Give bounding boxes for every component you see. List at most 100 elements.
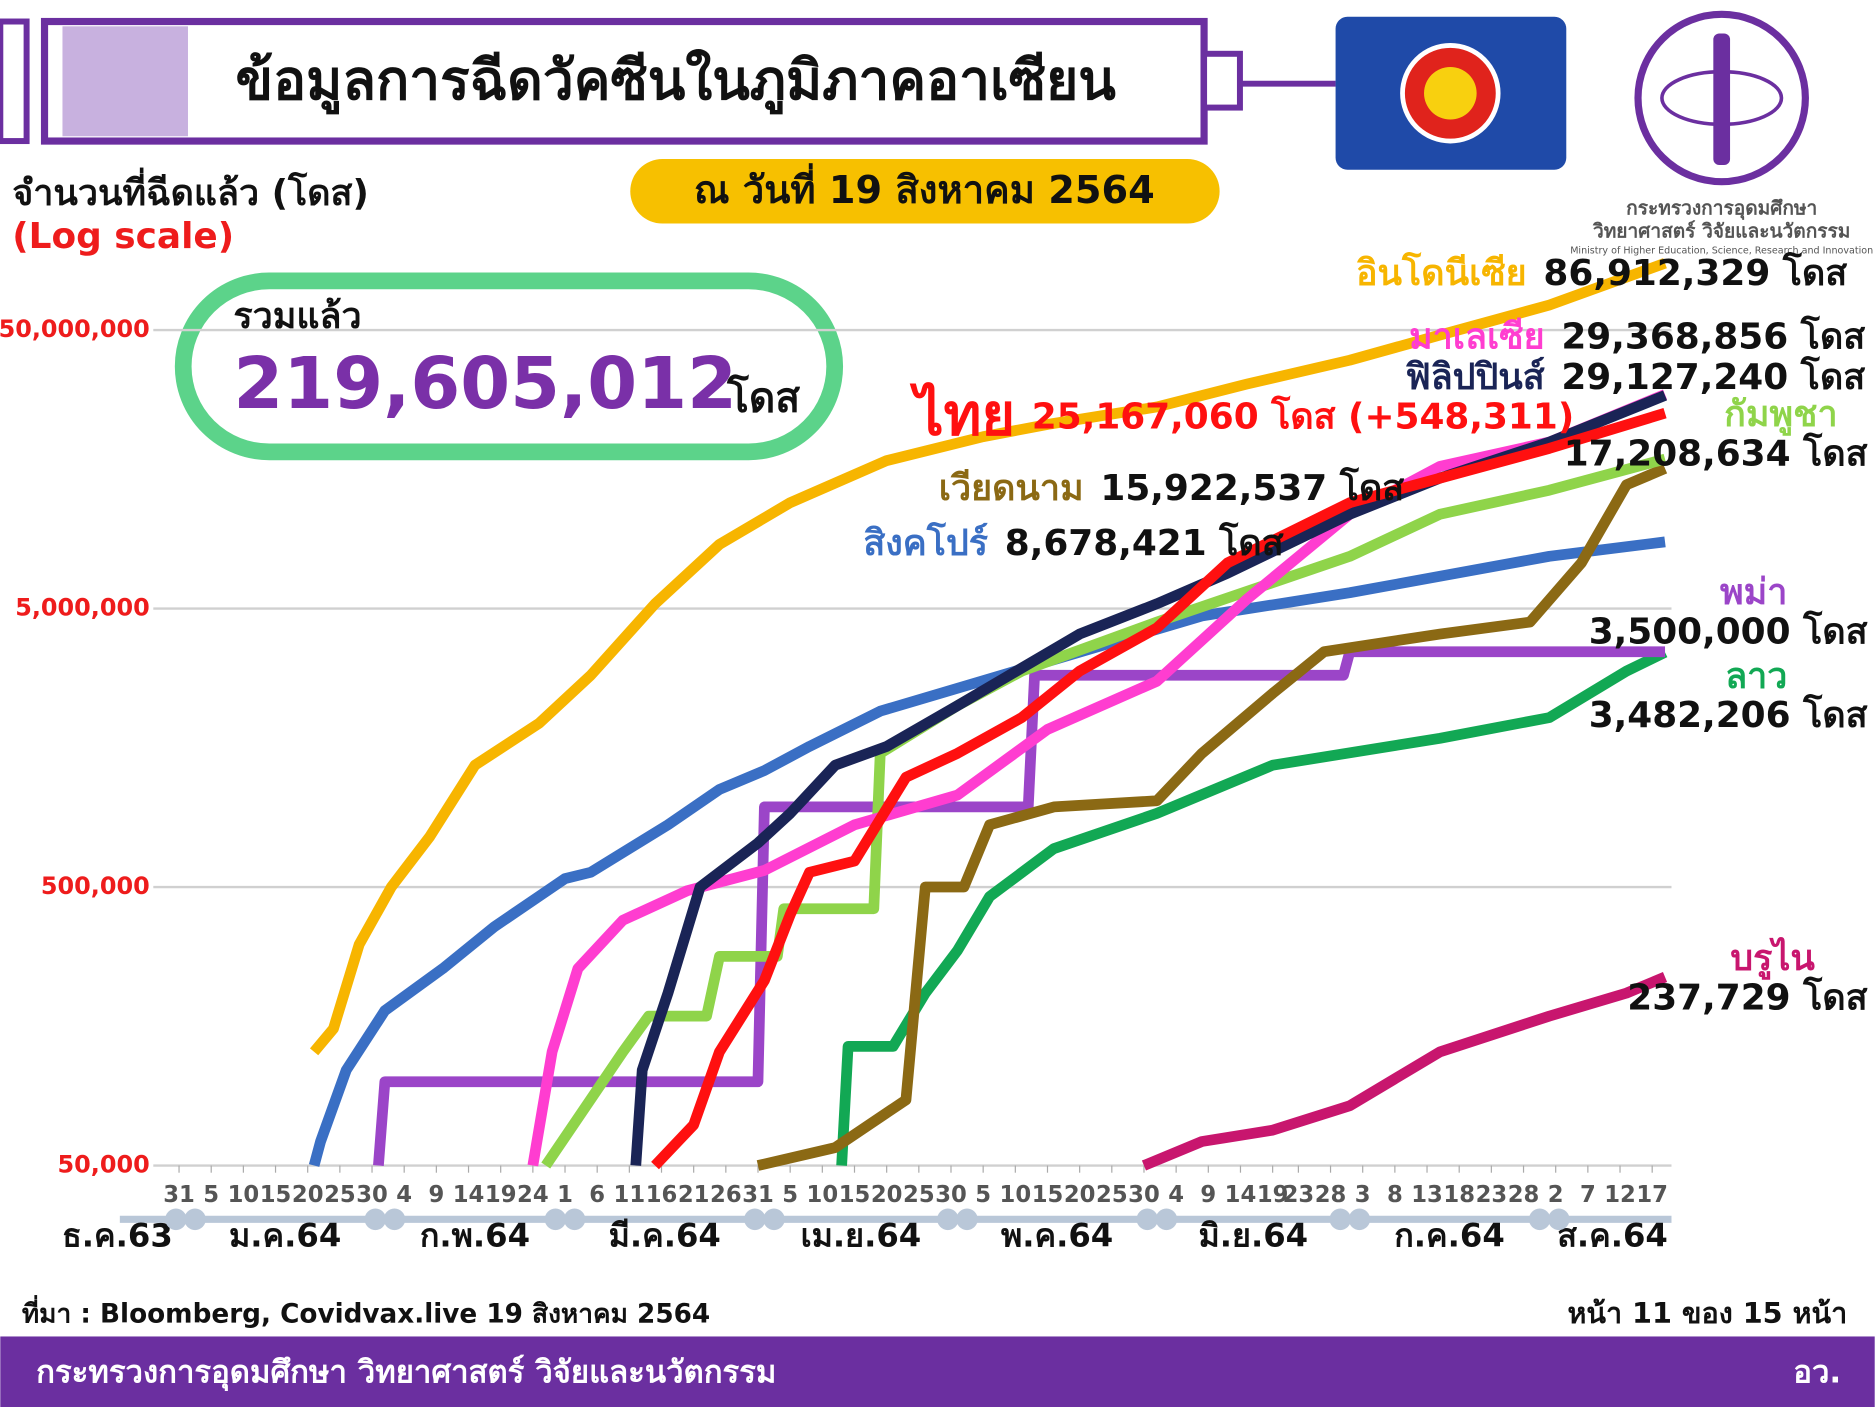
x-tick-label: 25 xyxy=(903,1182,935,1208)
x-tick-label: 26 xyxy=(710,1182,742,1208)
flag-rice xyxy=(1424,66,1477,120)
series-line xyxy=(651,407,1667,1170)
x-tick-label: 31 xyxy=(163,1182,195,1208)
month-separator xyxy=(1136,1208,1159,1231)
syringe-liquid xyxy=(62,26,188,137)
x-tick-label: 15 xyxy=(839,1182,871,1208)
series-line xyxy=(756,463,1668,1171)
source: ที่มา : Bloomberg, Covidvax.live 19 สิงห… xyxy=(22,1294,710,1329)
title: ข้อมูลการฉีดวัคซีนในภูมิภาคอาเซียน xyxy=(236,48,1117,115)
y-tick-label: 50,000 xyxy=(58,1151,150,1179)
x-tick-label: 30 xyxy=(1128,1182,1160,1208)
legend-name: สิงคโปร์ xyxy=(863,521,988,564)
y-tick-label: 500,000 xyxy=(41,872,150,900)
date: ณ วันที่ 19 สิงหาคม 2564 xyxy=(694,163,1155,213)
legend-name: ลาว xyxy=(1725,656,1787,697)
end-label: 15,922,537 โดส xyxy=(1100,466,1404,509)
footer-short: อว. xyxy=(1793,1355,1841,1391)
x-tick-label: 3 xyxy=(1355,1182,1371,1208)
x-tick-label: 10 xyxy=(807,1182,839,1208)
x-tick-label: 15 xyxy=(260,1182,292,1208)
month-label: ธ.ค.63 xyxy=(62,1216,173,1254)
x-tick-label: 19 xyxy=(1257,1182,1289,1208)
month-separator xyxy=(563,1208,586,1231)
x-tick-label: 14 xyxy=(1225,1182,1257,1208)
x-tick-label: 2 xyxy=(1548,1182,1564,1208)
total-unit: โดส xyxy=(726,373,800,421)
x-tick-label: 24 xyxy=(517,1182,549,1208)
scale-note: (Log scale) xyxy=(12,216,234,257)
month-separator xyxy=(956,1208,978,1231)
month-separator xyxy=(184,1208,206,1231)
logo-text: วิทยาศาสตร์ วิจัยและนวัตกรรม xyxy=(1592,219,1851,242)
x-tick-label: 17 xyxy=(1636,1182,1668,1208)
logo-text: Ministry of Higher Education, Science, R… xyxy=(1570,246,1873,257)
month-label: พ.ค.64 xyxy=(1001,1216,1113,1254)
ministry-logo xyxy=(1634,10,1809,186)
month-separator xyxy=(1155,1208,1178,1231)
x-tick-label: 13 xyxy=(1411,1182,1443,1208)
legend-name: บรูไน xyxy=(1730,936,1815,980)
end-label: 29,127,240 โดส xyxy=(1561,355,1865,398)
x-tick-label: 25 xyxy=(1096,1182,1128,1208)
x-tick-label: 30 xyxy=(935,1182,967,1208)
end-label: 3,482,206 โดส xyxy=(1589,693,1868,736)
end-label: 25,167,060 โดส (+548,311) xyxy=(1032,394,1574,437)
x-tick-label: 1 xyxy=(557,1182,573,1208)
syringe-tip xyxy=(1201,50,1243,111)
x-tick-label: 25 xyxy=(324,1182,356,1208)
legend-name: พม่า xyxy=(1720,572,1787,613)
y-axis-title: จำนวนที่ฉีดแล้ว (โดส) xyxy=(12,167,369,214)
month-separator xyxy=(383,1208,406,1231)
logo-text: กระทรวงการอุดมศึกษา xyxy=(1626,197,1817,221)
legend-entry: ฟิลิปปินส์ 29,127,240 โดส xyxy=(1405,355,1865,398)
legend-entry: ไทย 25,167,060 โดส (+548,311) xyxy=(909,381,1574,448)
footer-ministry: กระทรวงการอุดมศึกษา วิทยาศาสตร์ วิจัยและ… xyxy=(36,1355,776,1392)
x-tick-label: 20 xyxy=(871,1182,903,1208)
legend-name: มาเลเซีย xyxy=(1409,316,1545,357)
month-separator xyxy=(1528,1208,1551,1231)
end-label: 8,678,421 โดส xyxy=(1005,521,1284,564)
x-tick-label: 10 xyxy=(1000,1182,1032,1208)
month-label: ส.ค.64 xyxy=(1557,1216,1668,1254)
month-separator xyxy=(165,1208,187,1231)
end-label: 86,912,329 โดส xyxy=(1543,251,1847,294)
month-separator xyxy=(763,1208,785,1231)
legend-entry: เวียดนาม 15,922,537 โดส xyxy=(939,466,1405,509)
month-separator xyxy=(1548,1208,1570,1231)
x-tick-label: 11 xyxy=(614,1182,646,1208)
legend-entry: มาเลเซีย 29,368,856 โดส xyxy=(1409,314,1865,357)
month-separator xyxy=(1329,1208,1352,1231)
syringe-barrel xyxy=(40,17,1208,145)
x-tick-label: 9 xyxy=(1200,1182,1216,1208)
month-label: มิ.ย.64 xyxy=(1199,1216,1309,1254)
y-tick-label: 5,000,000 xyxy=(15,594,150,622)
total-value: 219,605,012 xyxy=(233,341,737,425)
syringe-plunger xyxy=(0,18,30,145)
x-tick-label: 14 xyxy=(453,1182,485,1208)
month-label: ก.พ.64 xyxy=(420,1216,530,1254)
legend-entry: สิงคโปร์ 8,678,421 โดส xyxy=(863,521,1283,564)
series-line xyxy=(836,647,1668,1166)
x-tick-label: 21 xyxy=(678,1182,710,1208)
month-label: เม.ย.64 xyxy=(801,1216,922,1254)
x-tick-label: 7 xyxy=(1580,1182,1596,1208)
legend-entry: อินโดนีเซีย 86,912,329 โดส xyxy=(1356,251,1847,294)
legend-name: กัมพูชา xyxy=(1724,394,1837,436)
x-tick-label: 5 xyxy=(782,1182,798,1208)
legend-name: ไทย xyxy=(909,381,1015,448)
x-tick-label: 5 xyxy=(203,1182,219,1208)
series-line xyxy=(309,258,1667,1056)
x-tick-label: 20 xyxy=(292,1182,324,1208)
x-tick-label: 20 xyxy=(1064,1182,1096,1208)
legend-name: ฟิลิปปินส์ xyxy=(1405,356,1544,398)
x-tick-label: 4 xyxy=(1168,1182,1184,1208)
footer-bar xyxy=(0,1336,1875,1407)
x-tick-label: 31 xyxy=(742,1182,774,1208)
x-tick-label: 23 xyxy=(1283,1182,1315,1208)
month-label: ก.ค.64 xyxy=(1394,1216,1505,1254)
legend-name: อินโดนีเซีย xyxy=(1356,251,1527,294)
series-line xyxy=(373,646,1666,1166)
